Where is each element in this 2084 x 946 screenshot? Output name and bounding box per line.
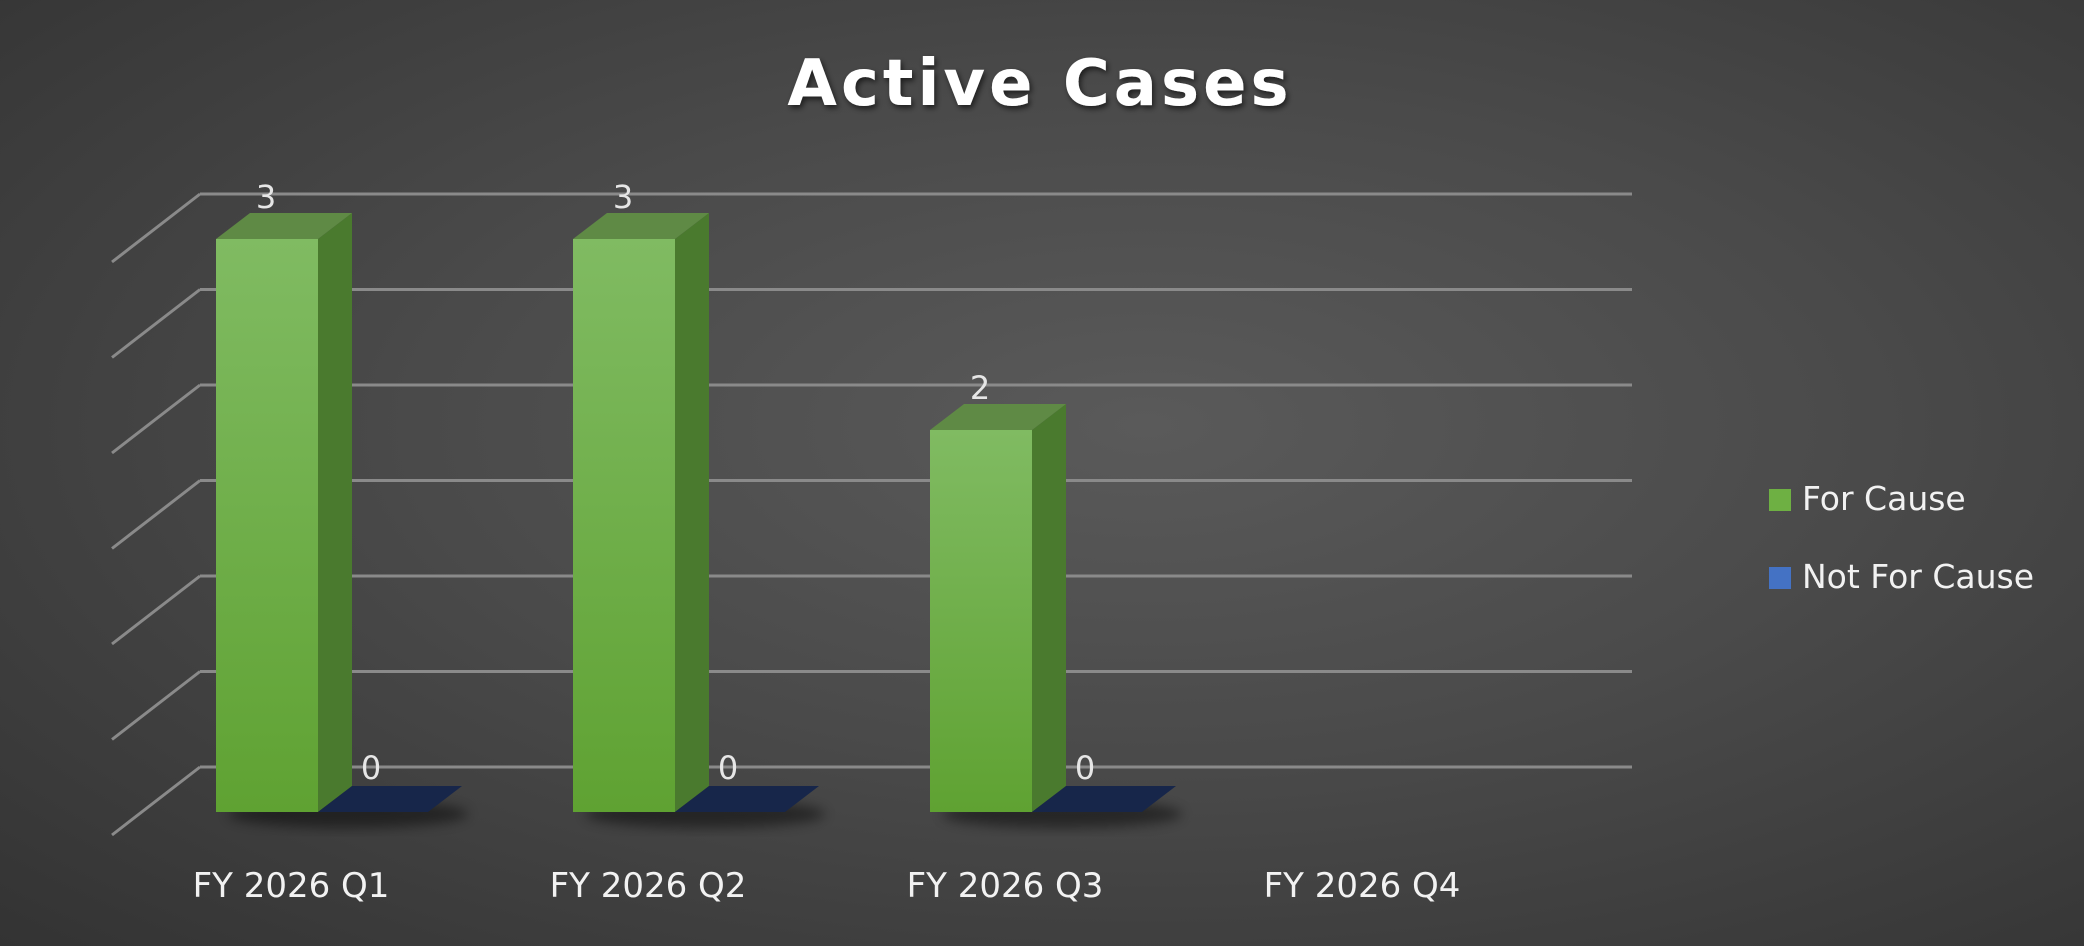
bars — [216, 213, 1182, 828]
legend-item-not-for-cause: Not For Cause — [1769, 557, 2034, 596]
bar-side — [1032, 404, 1066, 812]
bar-for-cause — [573, 239, 675, 812]
bar-for-cause — [216, 239, 318, 812]
gridline-depth — [111, 670, 201, 741]
data-label: 0 — [1075, 749, 1095, 787]
bar-not-for-cause — [675, 786, 819, 812]
bar-top — [930, 404, 1066, 430]
x-tick-label: FY 2026 Q1 — [193, 866, 390, 906]
legend-swatch-not-for-cause — [1769, 567, 1791, 589]
gridlines — [111, 192, 1632, 837]
gridline-depth — [111, 574, 201, 646]
data-label: 3 — [613, 178, 633, 216]
x-tick-label: FY 2026 Q2 — [550, 866, 747, 906]
gridline-depth — [111, 288, 201, 359]
legend-swatch-for-cause — [1769, 489, 1791, 511]
bar-not-for-cause — [318, 786, 462, 812]
legend-label-for-cause: For Cause — [1802, 479, 1966, 518]
gridline-depth — [111, 192, 201, 264]
gridline-depth — [111, 765, 201, 837]
data-label: 0 — [718, 749, 738, 787]
x-tick-label: FY 2026 Q4 — [1264, 866, 1461, 906]
bar-side — [318, 213, 352, 812]
bar-side — [675, 213, 709, 812]
data-label: 3 — [256, 178, 276, 216]
bar-for-cause — [930, 430, 1032, 812]
legend-label-not-for-cause: Not For Cause — [1802, 557, 2034, 596]
legend: For Cause Not For Cause — [1769, 479, 2034, 596]
legend-item-for-cause: For Cause — [1769, 479, 1966, 518]
chart-title: Active Cases — [787, 47, 1292, 121]
bar-not-for-cause — [1032, 786, 1176, 812]
bar-top — [216, 213, 352, 239]
gridline-depth — [111, 479, 201, 550]
gridline-depth — [111, 383, 201, 455]
data-label: 0 — [361, 749, 381, 787]
data-label: 2 — [970, 369, 990, 407]
bar-top — [573, 213, 709, 239]
x-tick-label: FY 2026 Q3 — [907, 866, 1104, 906]
labels: FY 2026 Q1 3 0 FY 2026 Q2 3 0 FY 2026 Q3 2 0 FY 2… — [193, 178, 1461, 906]
